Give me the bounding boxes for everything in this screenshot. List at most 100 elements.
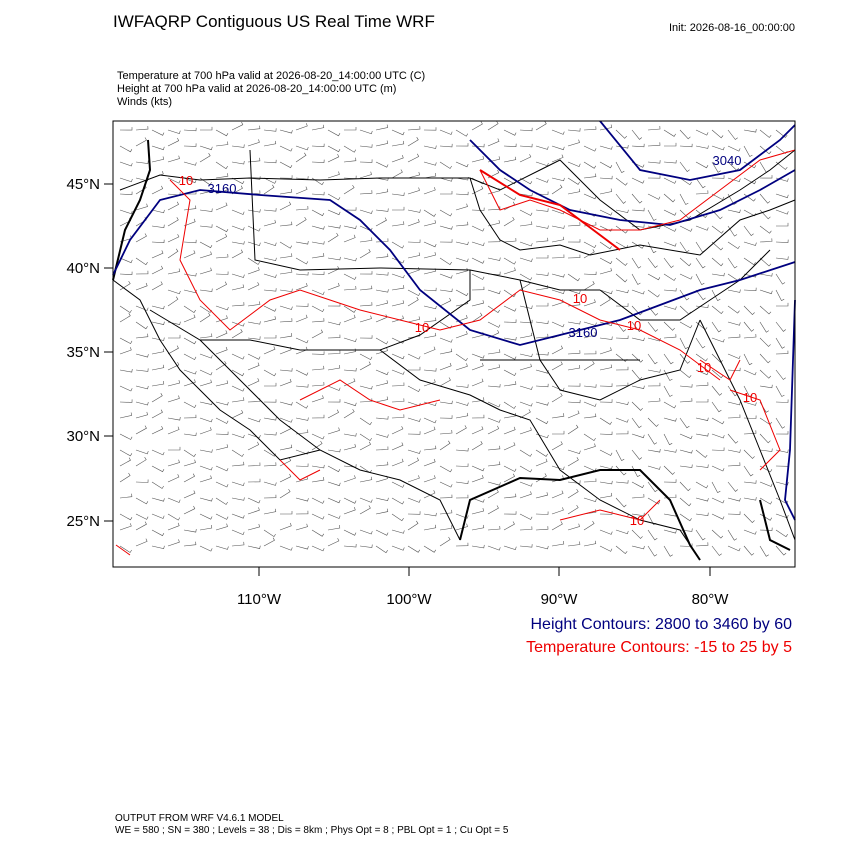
wind-barb xyxy=(407,545,421,553)
wind-barb xyxy=(199,288,213,292)
boundaries xyxy=(112,149,796,561)
wind-barb xyxy=(407,520,419,531)
wind-barb xyxy=(391,285,405,291)
wind-barb xyxy=(215,253,229,259)
wind-barb xyxy=(679,161,690,173)
wind-barb xyxy=(487,489,499,499)
wind-barb xyxy=(119,545,132,553)
wind-barb xyxy=(535,351,549,356)
wind-barb xyxy=(663,305,677,310)
wind-barb xyxy=(487,364,501,371)
wind-barb xyxy=(343,184,355,195)
wind-barb xyxy=(647,397,661,403)
wind-barb xyxy=(455,241,469,246)
wind-barb xyxy=(503,465,517,472)
wind-barb xyxy=(503,442,516,451)
wind-barb xyxy=(327,409,340,419)
wind-barb xyxy=(695,337,706,349)
wind-barb xyxy=(535,145,549,150)
wind-barb xyxy=(311,365,325,371)
wind-barb xyxy=(231,353,245,360)
wind-barb xyxy=(439,177,453,182)
wind-barb xyxy=(727,129,738,140)
wind-barb xyxy=(151,529,165,537)
wind-barb xyxy=(455,191,469,196)
wind-barb xyxy=(535,177,549,183)
wind-barb xyxy=(471,474,484,483)
wind-barb xyxy=(647,481,658,493)
temperature-label: 10 xyxy=(573,291,587,306)
wind-barb xyxy=(311,143,325,148)
wind-barb xyxy=(535,225,549,229)
wind-barb xyxy=(407,289,421,297)
wind-barb xyxy=(695,497,709,502)
wind-barb xyxy=(471,378,484,387)
wind-barb xyxy=(279,473,292,483)
wind-barb xyxy=(231,160,245,165)
wind-barb xyxy=(759,289,773,295)
wind-barb xyxy=(455,267,468,275)
wind-barb xyxy=(439,377,451,387)
wind-barb xyxy=(135,126,149,131)
wind-barb xyxy=(151,409,163,419)
wind-barb xyxy=(343,305,356,313)
wind-barb xyxy=(183,369,197,375)
wind-barb xyxy=(231,369,245,377)
wind-barb xyxy=(583,384,597,388)
wind-barb xyxy=(615,366,629,371)
wind-barb xyxy=(151,348,165,355)
wind-barb xyxy=(295,152,307,163)
wind-barb xyxy=(263,219,276,227)
wind-barb xyxy=(231,273,245,278)
wind-barb xyxy=(135,353,149,358)
wind-barb xyxy=(423,127,437,131)
wind-barb xyxy=(247,497,261,504)
wind-barb xyxy=(215,417,229,424)
wind-barb xyxy=(471,241,485,246)
wind-barb xyxy=(583,193,597,200)
wind-barb xyxy=(599,241,612,250)
wind-barb xyxy=(151,145,165,151)
wind-barb xyxy=(295,523,308,531)
wind-barb xyxy=(247,336,261,340)
wind-barb xyxy=(775,545,787,556)
wind-barb xyxy=(647,289,660,298)
wind-barb xyxy=(567,523,580,531)
wind-barb xyxy=(279,305,293,310)
wind-barb xyxy=(599,145,613,150)
wind-barb xyxy=(279,201,292,211)
wind-barb xyxy=(359,159,373,163)
wind-barb xyxy=(487,525,501,531)
wind-barb xyxy=(423,524,437,531)
wind-barb xyxy=(695,512,709,517)
wind-barb xyxy=(295,449,309,455)
wind-barb xyxy=(247,433,261,439)
wind-barb xyxy=(551,441,563,451)
wind-barb xyxy=(615,161,625,174)
wind-barb xyxy=(743,449,755,459)
wind-barb xyxy=(487,425,500,435)
wind-barb xyxy=(215,161,228,170)
wind-barb xyxy=(231,302,245,307)
wind-barb xyxy=(375,369,389,376)
wind-barb xyxy=(599,257,613,265)
wind-barb xyxy=(695,190,709,195)
wind-barb xyxy=(519,513,533,520)
wind-barb xyxy=(487,257,501,261)
wind-barb xyxy=(471,300,484,307)
wind-barb xyxy=(151,364,165,371)
wind-barb xyxy=(679,241,690,253)
wind-barb xyxy=(343,408,355,419)
wind-barb xyxy=(295,282,308,291)
wind-barb xyxy=(679,417,690,429)
wind-barb xyxy=(375,446,389,451)
wind-barb xyxy=(231,409,244,419)
wind-barb xyxy=(391,353,405,360)
wind-barb xyxy=(663,353,674,365)
wind-barb xyxy=(423,317,437,323)
wind-barb xyxy=(503,257,517,265)
wind-barb xyxy=(423,545,437,553)
wind-barb xyxy=(119,177,133,183)
wind-barb xyxy=(247,125,261,131)
wind-barb xyxy=(327,465,341,473)
